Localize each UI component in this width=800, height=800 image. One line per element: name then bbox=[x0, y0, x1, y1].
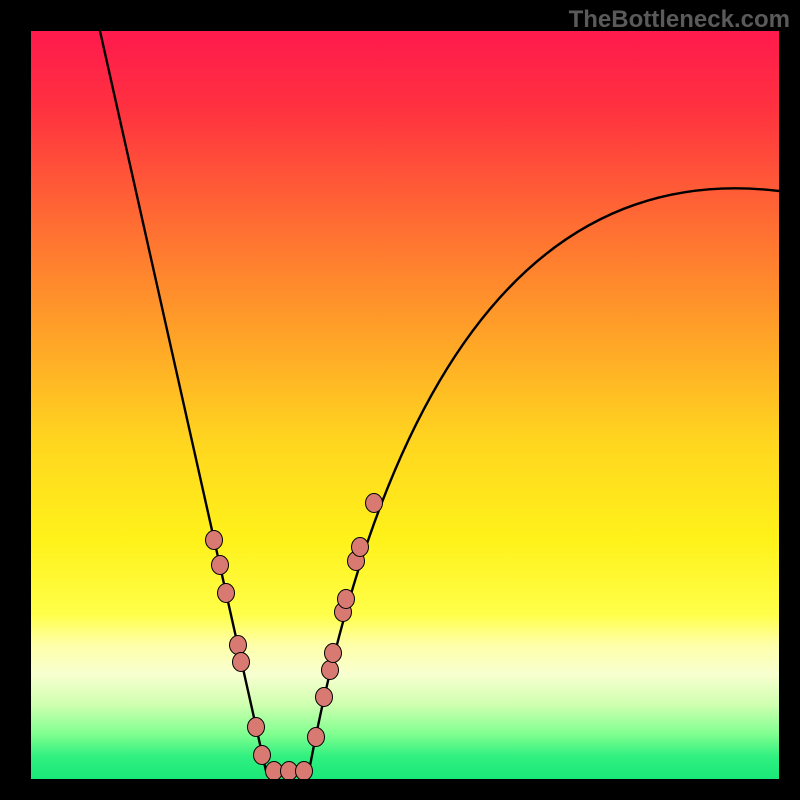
data-marker bbox=[352, 538, 369, 557]
data-marker bbox=[296, 762, 313, 780]
data-marker bbox=[233, 653, 250, 672]
data-marker bbox=[308, 728, 325, 747]
data-marker bbox=[218, 584, 235, 603]
plot-area bbox=[31, 31, 779, 779]
data-marker bbox=[266, 762, 283, 780]
watermark-text: TheBottleneck.com bbox=[569, 6, 790, 34]
data-marker bbox=[212, 556, 229, 575]
chart-container: TheBottleneck.com bbox=[0, 0, 800, 800]
data-marker bbox=[325, 644, 342, 663]
data-marker bbox=[230, 636, 247, 655]
data-marker bbox=[248, 718, 265, 737]
data-marker bbox=[254, 746, 271, 765]
data-marker bbox=[366, 494, 383, 513]
data-marker bbox=[322, 661, 339, 680]
data-marker bbox=[316, 688, 333, 707]
gradient-background bbox=[31, 31, 779, 779]
data-marker bbox=[281, 762, 298, 780]
chart-svg bbox=[31, 31, 779, 779]
data-marker bbox=[206, 531, 223, 550]
data-marker bbox=[338, 590, 355, 609]
